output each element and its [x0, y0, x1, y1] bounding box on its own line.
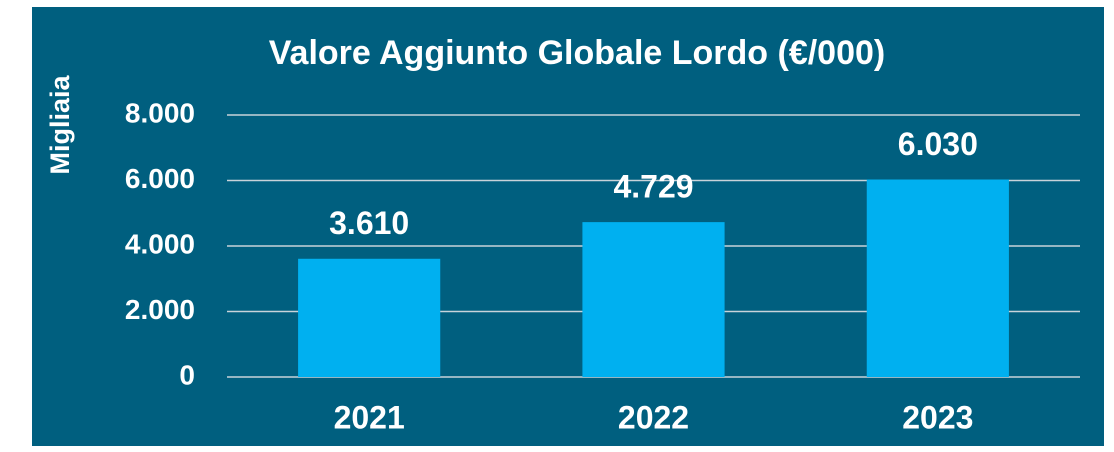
bar	[298, 258, 441, 377]
y-tick-label: 2.000	[125, 294, 195, 325]
bar	[866, 179, 1009, 377]
value-label: 6.030	[898, 126, 978, 162]
bar	[582, 222, 725, 377]
x-tick-label: 2022	[618, 399, 689, 435]
y-tick-label: 0	[179, 359, 195, 390]
x-tick-label: 2021	[334, 399, 405, 435]
x-tick-label: 2023	[902, 399, 973, 435]
y-tick-label: 4.000	[125, 228, 195, 259]
value-label: 4.729	[613, 169, 693, 205]
y-axis-label: Migliaia	[45, 75, 75, 175]
y-tick-label: 6.000	[125, 163, 195, 194]
y-tick-label: 8.000	[125, 97, 195, 128]
value-label: 3.610	[329, 205, 409, 241]
chart-title: Valore Aggiunto Globale Lordo (€/000)	[269, 34, 885, 72]
